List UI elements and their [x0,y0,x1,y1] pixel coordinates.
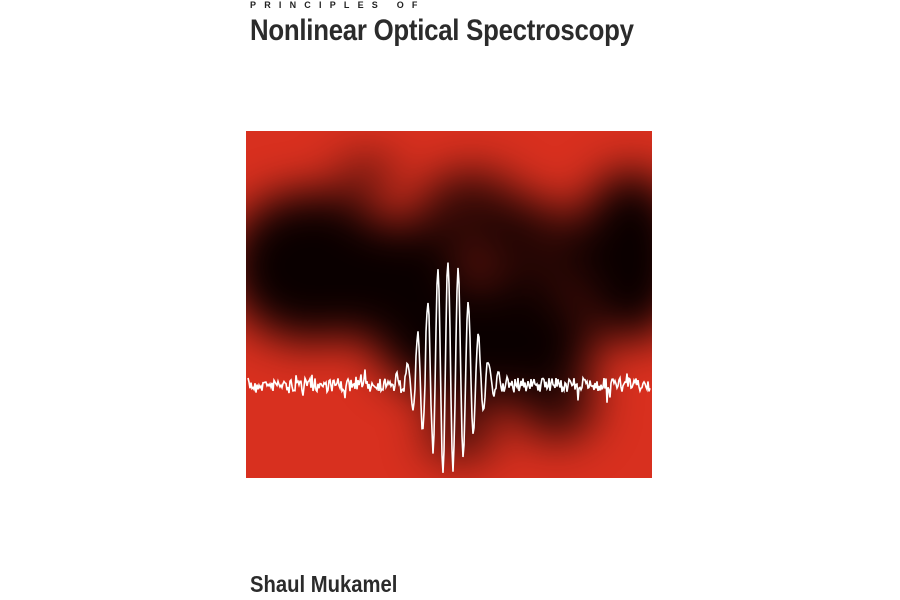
series-label: PRINCIPLES OF [250,0,426,10]
author-name: Shaul Mukamel [250,571,398,597]
book-title: Nonlinear Optical Spectroscopy [250,14,634,47]
cover-artwork [246,131,652,478]
waveform-graphic [247,262,651,473]
waveform-line [247,262,651,473]
